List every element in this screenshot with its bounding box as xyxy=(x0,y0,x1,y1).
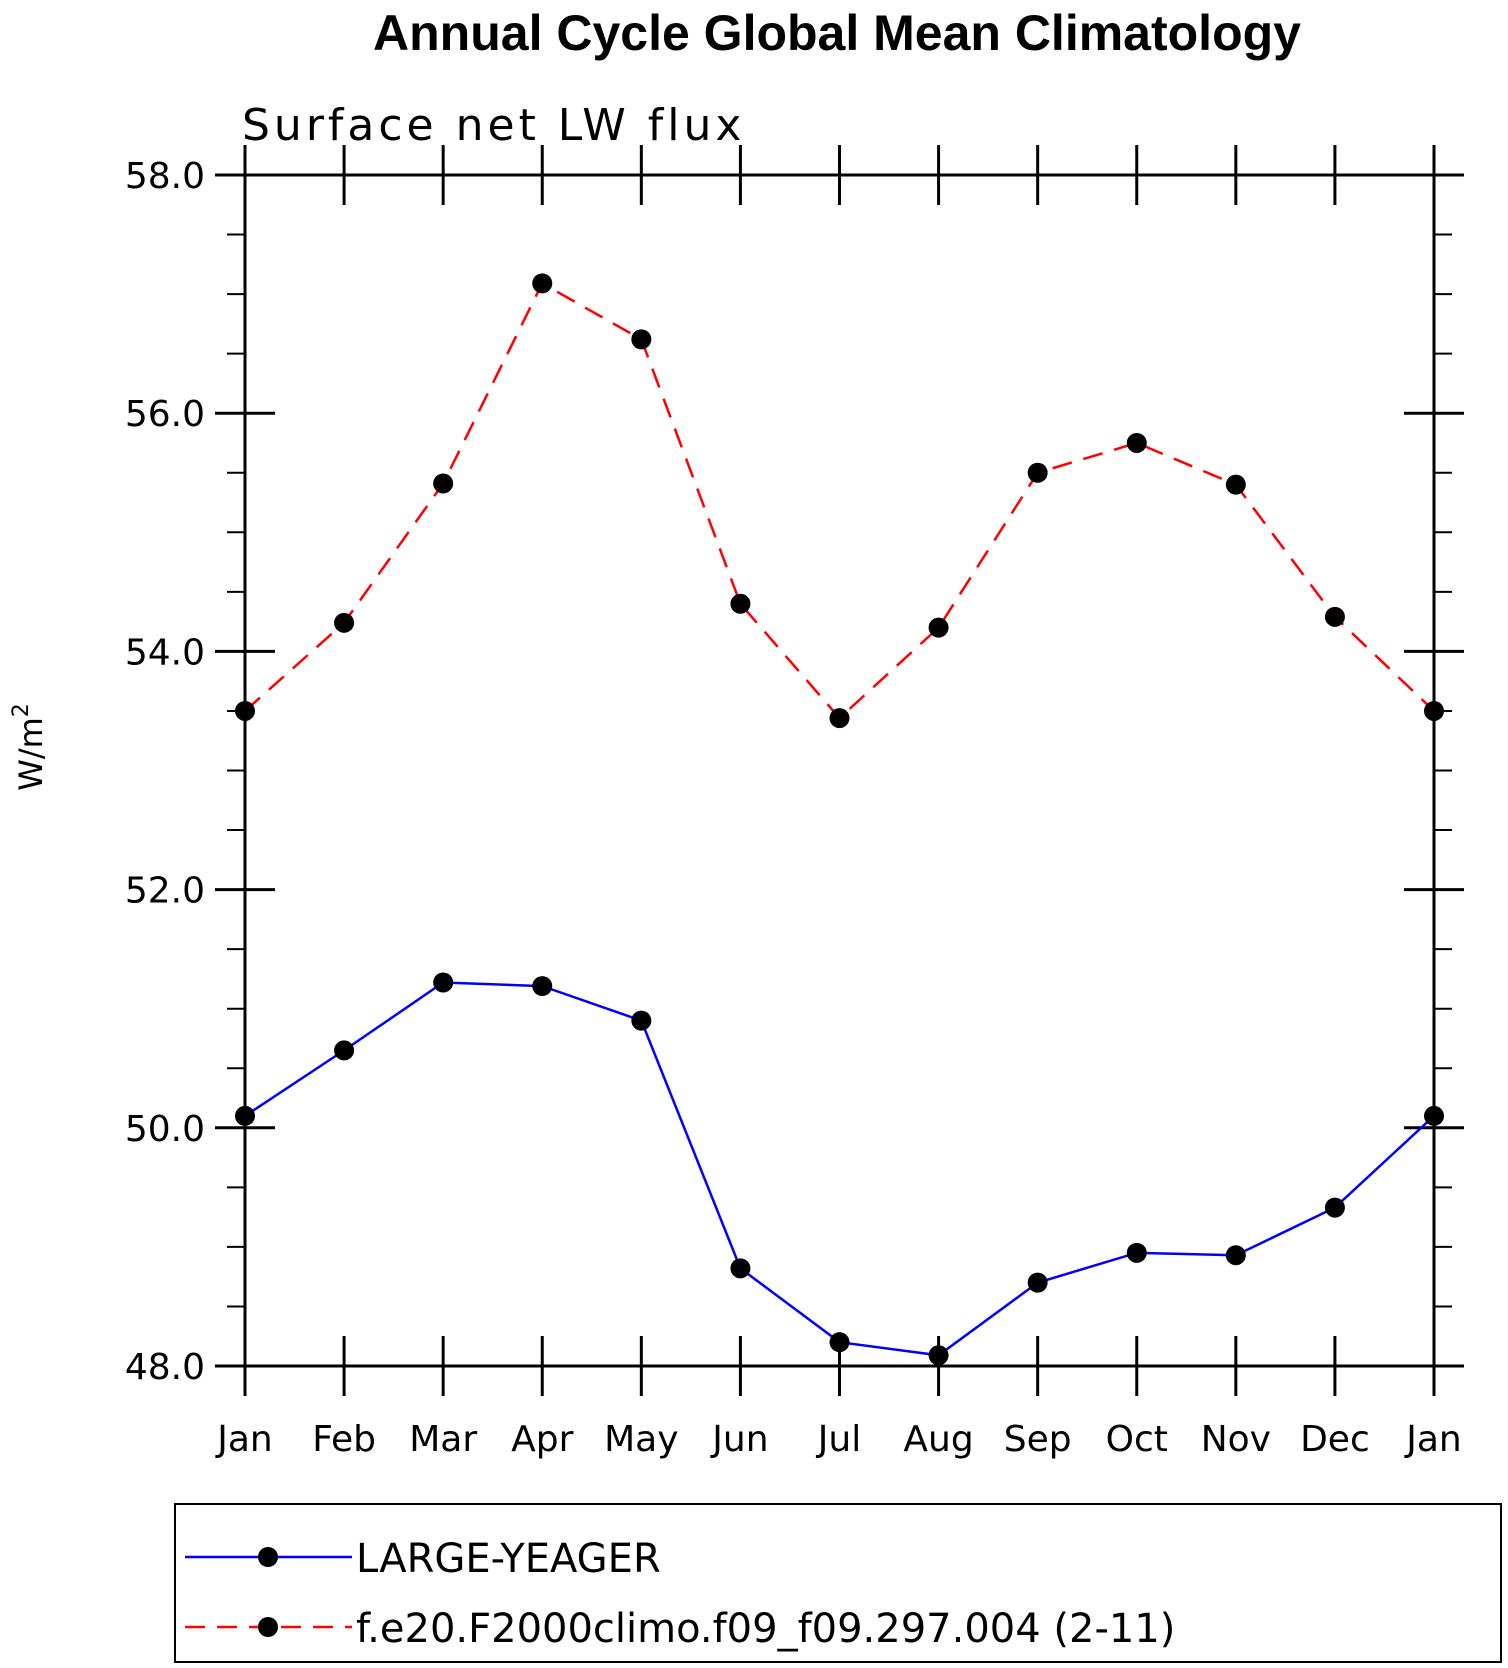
x-tick-label: Nov xyxy=(1201,1419,1271,1460)
series-1-point xyxy=(1126,1242,1147,1263)
y-axis-label: W/m2 xyxy=(9,703,50,791)
series-1-point xyxy=(631,1010,652,1031)
series-1-line xyxy=(244,981,1435,1357)
legend-entry-2: f.e20.F2000climo.f09_f09.297.004 (2-11) xyxy=(185,1606,1175,1652)
plot-frame xyxy=(243,173,1436,1368)
x-tick-label: Mar xyxy=(409,1419,477,1460)
y-tick-label: 58.0 xyxy=(125,156,205,197)
x-tick-label: Jan xyxy=(215,1419,273,1460)
series-1-point xyxy=(928,1345,949,1366)
y-tick-label: 48.0 xyxy=(125,1347,205,1388)
legend-label: LARGE-YEAGER xyxy=(356,1536,661,1582)
x-tick-label: Sep xyxy=(1004,1419,1072,1460)
series-2-point xyxy=(1027,462,1048,483)
series-2-point xyxy=(1225,474,1246,495)
x-tick-label: Jun xyxy=(710,1419,768,1460)
series-1-point xyxy=(730,1258,751,1279)
legend: LARGE-YEAGER f.e20.F2000climo.f09_f09.297… xyxy=(174,1503,1502,1663)
series-1-point xyxy=(1027,1272,1048,1293)
series-2-point xyxy=(631,329,652,350)
svg-text:W/m2: W/m2 xyxy=(9,703,50,791)
series-1-point xyxy=(1324,1197,1345,1218)
y-tick-label: 50.0 xyxy=(125,1109,205,1150)
x-tick-label: Feb xyxy=(312,1419,376,1460)
series-2 xyxy=(235,273,1444,729)
series-2-line xyxy=(244,281,1435,720)
legend-label: f.e20.F2000climo.f09_f09.297.004 (2-11) xyxy=(356,1606,1175,1652)
y-tick-label: 54.0 xyxy=(125,632,205,673)
x-tick-label: Aug xyxy=(903,1419,973,1460)
series-2-point xyxy=(334,612,355,633)
series-2-point xyxy=(928,617,949,638)
legend-swatch-marker xyxy=(258,1617,278,1637)
series-2-point xyxy=(730,593,751,614)
series-1 xyxy=(235,972,1444,1366)
x-tick-label: Dec xyxy=(1300,1419,1370,1460)
series-layer xyxy=(235,273,1444,1366)
series-2-point xyxy=(532,273,553,294)
x-tick-label: Apr xyxy=(511,1419,573,1460)
y-axis-label-superscript: 2 xyxy=(9,703,34,717)
series-2-point xyxy=(1126,432,1147,453)
series-2-point xyxy=(829,708,850,729)
legend-entry-1: LARGE-YEAGER xyxy=(185,1536,661,1582)
series-1-point xyxy=(829,1332,850,1353)
legend-swatch-marker xyxy=(258,1547,278,1567)
series-1-point xyxy=(433,972,454,993)
y-tick-label: 56.0 xyxy=(125,394,205,435)
series-1-point xyxy=(334,1040,355,1061)
chart-title: Annual Cycle Global Mean Climatology xyxy=(373,5,1301,61)
x-tick-label: Jan xyxy=(1404,1419,1462,1460)
x-tick-labels: Jan Feb Mar Apr May Jun Jul Aug Sep Oct Nov Dec Jan xyxy=(215,1419,1462,1460)
y-tick-labels: 48.0 50.0 52.0 54.0 56.0 58.0 xyxy=(125,156,205,1388)
axis-ticks xyxy=(215,145,1464,1396)
legend-box xyxy=(174,1503,1502,1663)
series-1-point xyxy=(1225,1245,1246,1266)
chart-subtitle: Surface net LW flux xyxy=(242,100,745,151)
y-axis-label-text: W/m xyxy=(12,717,50,791)
series-1-point xyxy=(532,976,553,997)
y-tick-label: 52.0 xyxy=(125,871,205,912)
x-tick-label: Jul xyxy=(816,1419,861,1460)
series-2-point xyxy=(1324,606,1345,627)
x-tick-label: Oct xyxy=(1106,1419,1168,1460)
x-tick-label: May xyxy=(604,1419,678,1460)
series-2-point xyxy=(433,473,454,494)
